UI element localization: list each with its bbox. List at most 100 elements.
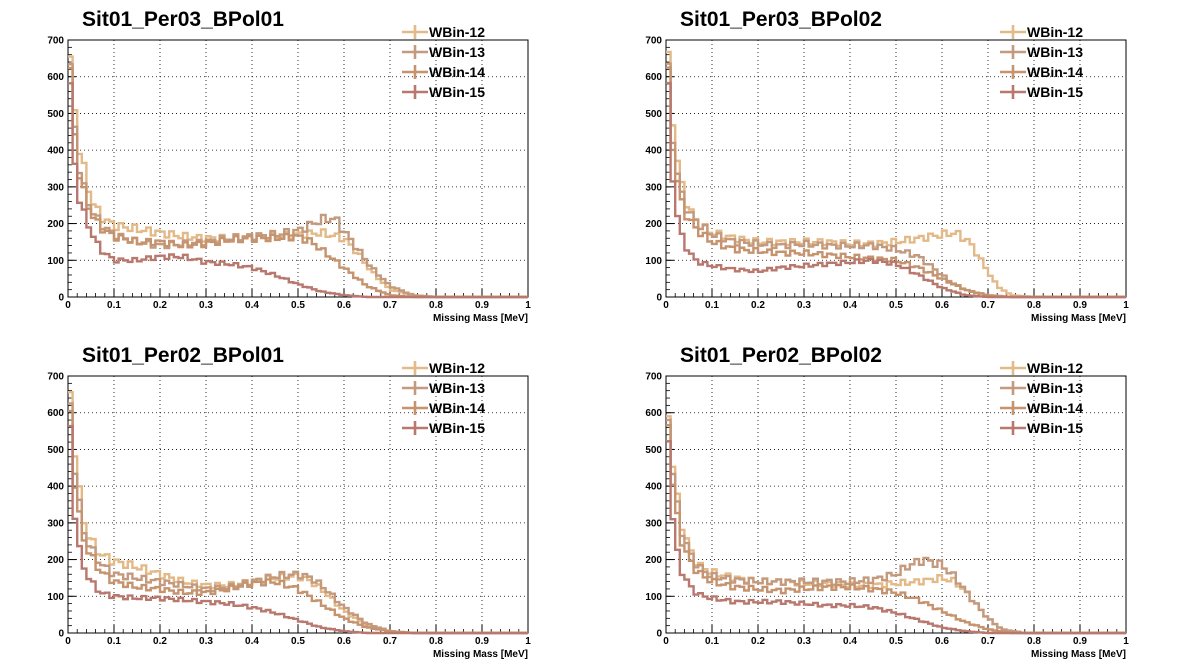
y-tick-label: 400 — [645, 482, 662, 493]
x-tick-label: 0.6 — [935, 300, 949, 311]
x-tick-label: 0.4 — [843, 300, 857, 311]
y-tick-label: 200 — [47, 219, 64, 230]
series-line-wbin-15 — [68, 82, 528, 299]
legend-label-wbin-13: WBin-13 — [1027, 380, 1083, 396]
legend-label-wbin-15: WBin-15 — [1027, 84, 1083, 100]
x-tick-label: 0.1 — [705, 300, 719, 311]
x-tick-label: 0.1 — [705, 636, 719, 647]
y-tick-label: 500 — [47, 445, 64, 456]
y-tick-label: 100 — [47, 256, 64, 267]
panel-title: Sit01_Per03_BPol02 — [680, 8, 882, 31]
x-tick-label: 1 — [1123, 300, 1129, 311]
y-tick-label: 200 — [645, 555, 662, 566]
legend-label-wbin-13: WBin-13 — [429, 44, 485, 60]
x-tick-label: 0.9 — [475, 636, 489, 647]
x-tick-label: 0.2 — [153, 300, 167, 311]
series-line-wbin-13 — [666, 418, 1126, 635]
x-tick-label: 0.5 — [291, 636, 305, 647]
x-axis-title: Missing Mass [MeV] — [433, 313, 528, 324]
x-tick-label: 0.9 — [475, 300, 489, 311]
x-tick-label: 0.8 — [429, 300, 443, 311]
y-tick-label: 700 — [47, 36, 64, 47]
y-tick-label: 200 — [645, 219, 662, 230]
y-tick-label: 500 — [645, 445, 662, 456]
legend-label-wbin-14: WBin-14 — [429, 64, 485, 80]
panel-title: Sit01_Per03_BPol01 — [82, 8, 284, 31]
legend-label-wbin-14: WBin-14 — [1027, 64, 1083, 80]
y-tick-label: 0 — [58, 293, 64, 304]
legend-label-wbin-14: WBin-14 — [1027, 400, 1083, 416]
chart-panel-3: 0 0.1 0.2 0.3 0.4 0.5 0.6 0.7 0.8 0.9 1 0 100 200 300 4… — [47, 344, 531, 660]
x-tick-label: 0.6 — [935, 636, 949, 647]
panel-title: Sit01_Per02_BPol02 — [680, 344, 882, 367]
x-tick-label: 0.1 — [107, 300, 121, 311]
legend-label-wbin-14: WBin-14 — [429, 400, 485, 416]
x-tick-label: 0.6 — [337, 300, 351, 311]
y-tick-label: 400 — [645, 146, 662, 157]
x-tick-label: 0.8 — [1027, 636, 1041, 647]
y-tick-label: 0 — [656, 629, 662, 640]
y-tick-label: 300 — [645, 518, 662, 529]
series-line-wbin-14 — [666, 424, 1126, 635]
x-tick-label: 0.3 — [199, 636, 213, 647]
x-axis-title: Missing Mass [MeV] — [1031, 649, 1126, 660]
x-tick-label: 0 — [663, 300, 669, 311]
y-tick-label: 600 — [47, 72, 64, 83]
legend-label-wbin-15: WBin-15 — [429, 420, 485, 436]
y-tick-label: 700 — [645, 372, 662, 383]
x-tick-label: 0.5 — [291, 300, 305, 311]
legend-label-wbin-13: WBin-13 — [429, 380, 485, 396]
x-tick-label: 0.6 — [337, 636, 351, 647]
y-tick-label: 300 — [645, 182, 662, 193]
y-tick-label: 700 — [645, 36, 662, 47]
legend-label-wbin-15: WBin-15 — [429, 84, 485, 100]
legend-label-wbin-12: WBin-12 — [429, 360, 485, 376]
x-axis-title: Missing Mass [MeV] — [1031, 313, 1126, 324]
y-tick-label: 400 — [47, 482, 64, 493]
x-tick-label: 1 — [525, 636, 531, 647]
y-tick-label: 600 — [645, 408, 662, 419]
y-tick-label: 200 — [47, 555, 64, 566]
x-tick-label: 0.7 — [383, 300, 397, 311]
y-tick-label: 100 — [645, 256, 662, 267]
y-tick-label: 500 — [645, 109, 662, 120]
y-tick-label: 500 — [47, 109, 64, 120]
x-tick-label: 0.8 — [1027, 300, 1041, 311]
chart-panel-4: 0 0.1 0.2 0.3 0.4 0.5 0.6 0.7 0.8 0.9 1 0 100 200 300 4… — [645, 344, 1129, 660]
x-tick-label: 0.4 — [245, 636, 259, 647]
x-tick-label: 0.7 — [981, 300, 995, 311]
x-tick-label: 0.2 — [751, 636, 765, 647]
series-line-wbin-14 — [68, 66, 528, 299]
y-tick-label: 100 — [47, 592, 64, 603]
y-tick-label: 600 — [47, 408, 64, 419]
x-tick-label: 0.7 — [981, 636, 995, 647]
x-tick-label: 0.3 — [797, 300, 811, 311]
legend-label-wbin-12: WBin-12 — [1027, 24, 1083, 40]
y-tick-label: 300 — [47, 518, 64, 529]
legend-label-wbin-13: WBin-13 — [1027, 44, 1083, 60]
y-tick-label: 0 — [656, 293, 662, 304]
x-tick-label: 0.4 — [843, 636, 857, 647]
panel-title: Sit01_Per02_BPol01 — [82, 344, 284, 367]
y-tick-label: 300 — [47, 182, 64, 193]
y-tick-label: 400 — [47, 146, 64, 157]
legend-label-wbin-12: WBin-12 — [429, 24, 485, 40]
x-tick-label: 0 — [65, 300, 71, 311]
x-tick-label: 0.9 — [1073, 300, 1087, 311]
x-tick-label: 0 — [663, 636, 669, 647]
x-tick-label: 1 — [1123, 636, 1129, 647]
chart-panel-1: 0 0.1 0.2 0.3 0.4 0.5 0.6 0.7 0.8 0.9 1 0 100 200 300 4… — [47, 8, 531, 324]
series-line-wbin-15 — [666, 440, 1126, 635]
x-tick-label: 0.5 — [889, 636, 903, 647]
y-tick-label: 0 — [58, 629, 64, 640]
chart-panel-2: 0 0.1 0.2 0.3 0.4 0.5 0.6 0.7 0.8 0.9 1 0 100 200 300 4… — [645, 8, 1129, 324]
x-tick-label: 0.4 — [245, 300, 259, 311]
x-tick-label: 1 — [525, 300, 531, 311]
x-tick-label: 0.5 — [889, 300, 903, 311]
y-tick-label: 600 — [645, 72, 662, 83]
legend-label-wbin-12: WBin-12 — [1027, 360, 1083, 376]
x-tick-label: 0.2 — [751, 300, 765, 311]
x-tick-label: 0.8 — [429, 636, 443, 647]
x-tick-label: 0.3 — [797, 636, 811, 647]
